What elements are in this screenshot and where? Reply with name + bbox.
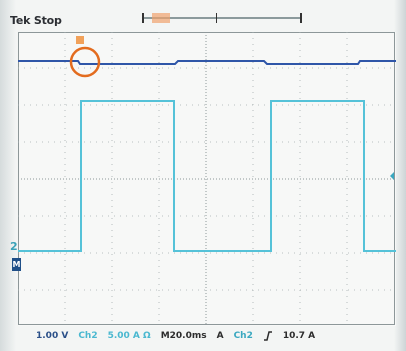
- m-ground-marker: M: [12, 258, 21, 271]
- ch2-ground-marker: 2: [10, 240, 18, 253]
- record-track: [144, 17, 300, 19]
- trigger-mode: A: [216, 331, 224, 341]
- record-window: [152, 13, 170, 23]
- rising-edge-icon: [263, 331, 273, 341]
- center-axes: [18, 32, 396, 325]
- highlight-circle-icon: [69, 46, 101, 78]
- waveform-screen: [18, 32, 396, 326]
- trigger-level-icon: [390, 172, 394, 180]
- record-length-indicator: [142, 13, 302, 23]
- ch1-scale: 1.00 V: [36, 331, 69, 341]
- record-tick: [216, 13, 217, 23]
- scope-brand-label: Tek Stop: [10, 14, 62, 27]
- grid-verticals: [64, 32, 348, 325]
- trigger-channel: Ch2: [233, 331, 253, 341]
- ch2-scale: 5.00 A Ω: [107, 331, 151, 341]
- trigger-level: 10.7 A: [282, 331, 316, 341]
- ch2-label: Ch2: [78, 331, 98, 341]
- waveform-graph: [18, 32, 396, 325]
- trigger-position-marker-icon: [76, 36, 84, 44]
- ch1-trace: [18, 60, 396, 65]
- ch2-trace: [18, 100, 396, 252]
- top-status-bar: Tek Stop: [6, 10, 394, 34]
- status-line: 1.00 V Ch2 5.00 A Ω M20.0ms A Ch2 10.7 A: [18, 328, 404, 344]
- timebase: M20.0ms: [160, 331, 207, 341]
